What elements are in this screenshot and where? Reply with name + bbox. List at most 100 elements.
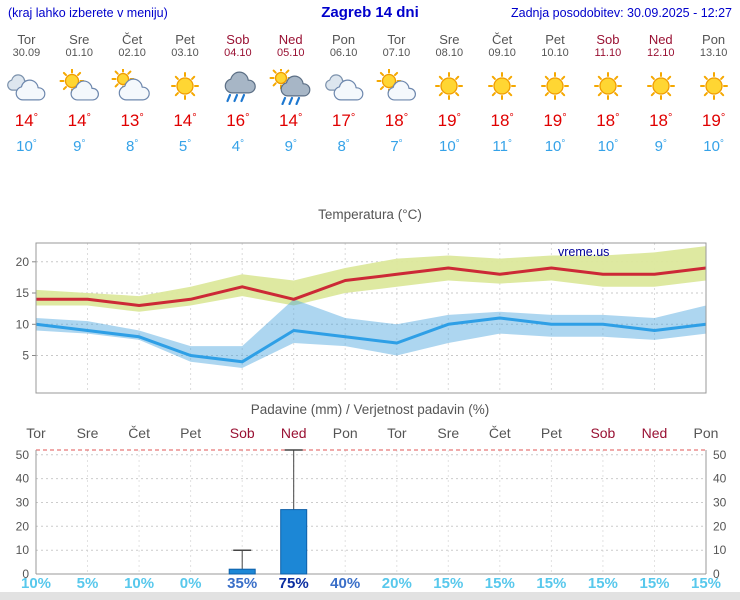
high-temp: 18° bbox=[384, 111, 409, 130]
precip-probability: 15% bbox=[588, 575, 618, 592]
svg-text:Tor: Tor bbox=[26, 425, 46, 441]
forecast-day[interactable]: Pon 13.10 19° 10° bbox=[687, 30, 740, 155]
high-temp: 14° bbox=[67, 111, 91, 130]
svg-text:Sre: Sre bbox=[77, 425, 99, 441]
forecast-day[interactable]: Sob 04.10 16° 4° bbox=[211, 30, 264, 155]
sunny-icon bbox=[476, 66, 529, 108]
day-date: 12.10 bbox=[646, 47, 675, 59]
bottom-scrollbar[interactable] bbox=[0, 592, 740, 600]
sunny-icon bbox=[159, 66, 212, 108]
precip-probability: 10% bbox=[21, 575, 51, 592]
page-title: Zagreb 14 dni bbox=[321, 4, 419, 21]
day-date: 11.10 bbox=[594, 47, 622, 59]
day-name: Sob bbox=[596, 32, 620, 47]
low-temp: 10° bbox=[16, 138, 37, 155]
day-name: Sob bbox=[226, 32, 250, 47]
svg-text:Čet: Čet bbox=[128, 425, 150, 441]
low-temp: 11° bbox=[492, 138, 512, 155]
day-name: Čet bbox=[492, 32, 513, 47]
high-temp: 13° bbox=[120, 111, 144, 130]
svg-text:10: 10 bbox=[16, 317, 30, 331]
day-name: Sre bbox=[439, 32, 460, 47]
forecast-day[interactable]: Pet 03.10 14° 5° bbox=[159, 30, 212, 155]
svg-text:20: 20 bbox=[16, 255, 30, 269]
day-date: 09.10 bbox=[488, 47, 516, 59]
forecast-day[interactable]: Sre 01.10 14° 9° bbox=[53, 30, 106, 155]
forecast-day[interactable]: Čet 09.10 18° 11° bbox=[476, 30, 529, 155]
day-date: 03.10 bbox=[171, 47, 199, 59]
low-temp: 7° bbox=[390, 138, 403, 155]
high-temp: 19° bbox=[701, 111, 726, 130]
low-temp: 9° bbox=[654, 138, 667, 155]
low-temp: 10° bbox=[544, 138, 566, 155]
partly-icon bbox=[53, 66, 106, 108]
temperature-chart: 5 10 15 20 vreme.us bbox=[16, 242, 707, 394]
high-temp: 16° bbox=[226, 111, 250, 130]
svg-text:Tor: Tor bbox=[387, 425, 407, 441]
day-name: Pet bbox=[175, 32, 195, 47]
day-name: Pet bbox=[545, 32, 565, 47]
svg-text:0: 0 bbox=[713, 567, 720, 581]
day-name: Tor bbox=[387, 32, 406, 47]
precip-probability: 35% bbox=[227, 575, 257, 592]
forecast-day[interactable]: Sre 08.10 19° 10° bbox=[423, 30, 476, 155]
svg-text:Sob: Sob bbox=[590, 425, 615, 441]
forecast-day[interactable]: Ned 05.10 14° 9° bbox=[264, 30, 317, 155]
high-temp: 14° bbox=[14, 111, 39, 130]
precip-chart-title: Padavine (mm) / Verjetnost padavin (%) bbox=[250, 402, 490, 417]
precip-probability: 15% bbox=[536, 575, 566, 592]
forecast-day[interactable]: Tor 30.09 14° 10° bbox=[0, 30, 53, 155]
forecast-day[interactable]: Pon 06.10 17° 8° bbox=[317, 30, 370, 155]
sunny-icon bbox=[423, 66, 476, 108]
partly-icon bbox=[370, 66, 423, 108]
precip-probability: 15% bbox=[433, 575, 463, 592]
low-temp: 8° bbox=[337, 138, 350, 155]
svg-text:Čet: Čet bbox=[489, 425, 511, 441]
svg-text:Pon: Pon bbox=[333, 425, 358, 441]
day-date: 02.10 bbox=[118, 47, 146, 59]
svg-text:30: 30 bbox=[713, 496, 727, 510]
low-temp: 10° bbox=[703, 138, 724, 155]
sunny-icon bbox=[687, 66, 740, 108]
high-temp: 19° bbox=[543, 111, 567, 130]
low-temp: 8° bbox=[126, 138, 139, 155]
svg-text:20: 20 bbox=[713, 519, 727, 533]
forecast-day[interactable]: Sob 11.10 18° 10° bbox=[581, 30, 634, 155]
high-temp: 14° bbox=[173, 111, 197, 130]
last-updated: Zadnja posodobitev: 30.09.2025 - 12:27 bbox=[510, 6, 732, 20]
low-temp: 10° bbox=[439, 138, 460, 155]
sunny-icon bbox=[634, 66, 687, 108]
svg-text:Pet: Pet bbox=[541, 425, 562, 441]
svg-text:40: 40 bbox=[713, 472, 727, 486]
day-name: Ned bbox=[648, 32, 673, 47]
svg-text:Pet: Pet bbox=[180, 425, 201, 441]
forecast-day[interactable]: Ned 12.10 18° 9° bbox=[634, 30, 687, 155]
day-date: 07.10 bbox=[382, 47, 411, 59]
cloudy-icon bbox=[317, 66, 370, 108]
location-hint: (kraj lahko izberete v meniju) bbox=[8, 6, 168, 20]
sunny-icon bbox=[581, 66, 634, 108]
precip-probability: 10% bbox=[124, 575, 154, 592]
forecast-day[interactable]: Čet 02.10 13° 8° bbox=[106, 30, 159, 155]
mostly-icon bbox=[106, 66, 159, 108]
day-date: 04.10 bbox=[224, 47, 252, 59]
day-date: 08.10 bbox=[435, 47, 464, 59]
high-temp: 18° bbox=[490, 111, 514, 130]
precip-probability: 5% bbox=[77, 575, 99, 592]
forecast-day[interactable]: Tor 07.10 18° 7° bbox=[370, 30, 423, 155]
svg-text:0: 0 bbox=[22, 567, 29, 581]
svg-text:Pon: Pon bbox=[694, 425, 719, 441]
precip-probability: 0% bbox=[180, 575, 202, 592]
precip-probability: 15% bbox=[691, 575, 721, 592]
high-temp: 18° bbox=[649, 111, 673, 130]
high-temp: 14° bbox=[279, 111, 303, 130]
svg-text:5: 5 bbox=[22, 349, 29, 363]
svg-text:10: 10 bbox=[713, 543, 727, 557]
forecast-day[interactable]: Pet 10.10 19° 10° bbox=[529, 30, 582, 155]
day-name: Tor bbox=[17, 32, 36, 47]
day-date: 13.10 bbox=[699, 47, 728, 59]
high-temp: 17° bbox=[331, 111, 356, 130]
low-temp: 4° bbox=[231, 138, 244, 155]
temp-chart-title: Temperatura (°C) bbox=[318, 207, 422, 222]
